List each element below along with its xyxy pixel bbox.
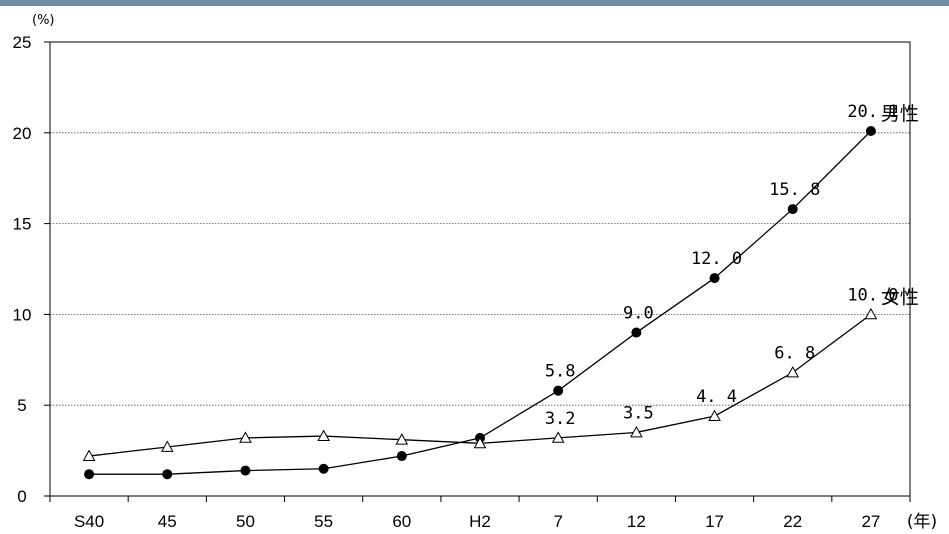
y-tick-label-15: 15	[13, 215, 32, 234]
series-1-point-5	[473, 436, 487, 449]
series-1-point-7	[630, 425, 643, 438]
x-tick-label-45: 45	[158, 512, 177, 531]
series-0-line	[89, 130, 872, 475]
series-0-point-10	[865, 125, 876, 136]
labels: 5.8 9.0 12. 0 15. 8 20. 1男性 3.2 3.5 4. 4 6. 8 10.…	[545, 102, 919, 429]
series	[82, 125, 878, 480]
grid-lines	[50, 132, 910, 406]
series-0-point-1	[162, 469, 173, 480]
series-1-data-label-6: 3.2	[545, 409, 576, 429]
axes: 0 5 10 15 20 25 S40 45 50 55 60 H2 7 12 17 22 27 (%) (年)	[13, 13, 938, 532]
series-1-data-label-7: 3.5	[623, 403, 654, 423]
series-0-name-label: 男性	[881, 103, 919, 125]
series-0-point-9	[787, 204, 798, 215]
series-1-point-6	[551, 431, 565, 443]
x-tick-label-H2: H2	[469, 512, 491, 531]
y-tick-label-20: 20	[13, 124, 32, 143]
series-0-point-7	[631, 327, 642, 338]
series-1-point-2	[239, 431, 252, 443]
x-tick-label-60: 60	[392, 512, 411, 531]
plot-frame	[49, 41, 911, 497]
y-tick-label-0: 0	[17, 487, 26, 506]
series-1-data-label-8: 4. 4	[696, 387, 737, 407]
series-0-point-6	[553, 385, 564, 396]
series-1-point-8	[708, 409, 721, 421]
x-tick-label-7: 7	[553, 512, 562, 531]
x-tick-label-S40: S40	[74, 512, 104, 531]
series-0-data-label-10: 20. 1	[847, 102, 898, 122]
y-tick-label-10: 10	[13, 305, 32, 324]
series-1-name-label: 女性	[881, 286, 919, 308]
series-0-data-label-9: 15. 8	[769, 180, 820, 200]
series-0-point-0	[84, 469, 95, 480]
series-0-point-8	[709, 273, 720, 284]
series-1-point-9	[786, 365, 800, 378]
y-tick-label-5: 5	[17, 396, 26, 415]
x-tick-label-27: 27	[861, 512, 880, 531]
x-tick-label-17: 17	[705, 512, 724, 531]
series-0-data-label-8: 12. 0	[691, 249, 742, 269]
series-1-data-label-9: 6. 8	[774, 344, 815, 364]
series-1-point-4	[395, 433, 409, 445]
x-axis-unit: (年)	[907, 512, 937, 532]
series-1-point-3	[317, 429, 330, 441]
top-border	[0, 0, 949, 6]
y-tick-label-25: 25	[13, 33, 32, 52]
x-tick-label-55: 55	[314, 512, 333, 531]
series-1-point-1	[160, 440, 174, 452]
y-axis-unit: (%)	[32, 13, 55, 28]
series-0-point-3	[318, 463, 329, 474]
x-tick-label-22: 22	[783, 512, 802, 531]
series-0-point-2	[240, 465, 251, 476]
series-1-point-10	[864, 307, 878, 320]
series-1-point-0	[82, 449, 96, 461]
series-0-data-label-7: 9.0	[623, 304, 654, 324]
x-tick-label-12: 12	[627, 512, 646, 531]
series-1-data-label-10: 10. 0	[847, 285, 898, 305]
x-tick-label-50: 50	[236, 512, 255, 531]
series-0-point-4	[396, 451, 407, 462]
series-0-data-label-6: 5.8	[545, 362, 576, 382]
